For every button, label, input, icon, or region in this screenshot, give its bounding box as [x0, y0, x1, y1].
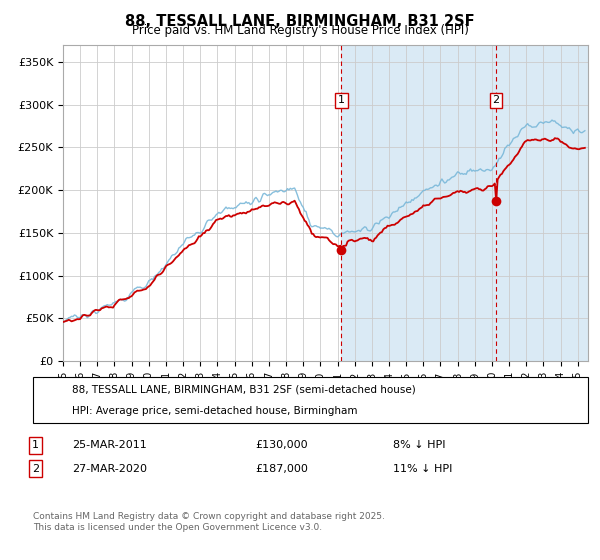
- Text: 2: 2: [493, 95, 499, 105]
- Bar: [341, 45, 587, 361]
- Text: HPI: Average price, semi-detached house, Birmingham: HPI: Average price, semi-detached house,…: [72, 406, 358, 416]
- Text: £130,000: £130,000: [255, 440, 308, 450]
- Text: 1: 1: [32, 440, 39, 450]
- Text: £187,000: £187,000: [255, 464, 308, 474]
- Text: 11% ↓ HPI: 11% ↓ HPI: [393, 464, 452, 474]
- Text: 2: 2: [32, 464, 39, 474]
- Text: 1: 1: [338, 95, 345, 105]
- Text: Price paid vs. HM Land Registry's House Price Index (HPI): Price paid vs. HM Land Registry's House …: [131, 24, 469, 37]
- Text: 25-MAR-2011: 25-MAR-2011: [72, 440, 147, 450]
- Text: 88, TESSALL LANE, BIRMINGHAM, B31 2SF (semi-detached house): 88, TESSALL LANE, BIRMINGHAM, B31 2SF (s…: [72, 385, 416, 395]
- Text: Contains HM Land Registry data © Crown copyright and database right 2025.
This d: Contains HM Land Registry data © Crown c…: [33, 512, 385, 532]
- Text: 88, TESSALL LANE, BIRMINGHAM, B31 2SF: 88, TESSALL LANE, BIRMINGHAM, B31 2SF: [125, 14, 475, 29]
- Text: 8% ↓ HPI: 8% ↓ HPI: [393, 440, 445, 450]
- Text: 27-MAR-2020: 27-MAR-2020: [72, 464, 147, 474]
